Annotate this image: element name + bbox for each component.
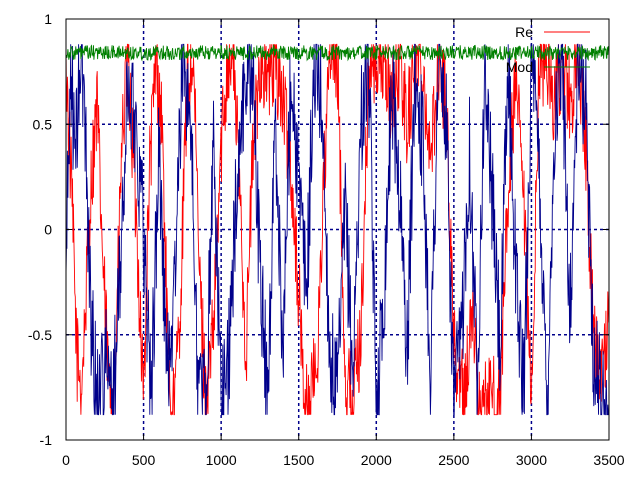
x-tick-label: 1000 <box>206 452 237 468</box>
x-tick-label: 2500 <box>438 452 469 468</box>
y-tick-label: 0 <box>44 222 52 238</box>
y-tick-label: -1 <box>40 432 53 448</box>
legend-label-mod: Mod <box>506 59 533 75</box>
legend: Re Mod <box>506 24 590 75</box>
y-tick-label: -0.5 <box>28 327 52 343</box>
x-tick-label: 1500 <box>283 452 314 468</box>
x-tick-label: 3000 <box>516 452 547 468</box>
x-tick-label: 500 <box>132 452 156 468</box>
x-tick-label: 3500 <box>593 452 624 468</box>
axis-ticks: 0 500 1000 1500 2000 2500 3000 3500 -1 -0.5 0 0.5 1 <box>28 11 625 468</box>
series-line-mod <box>65 44 610 62</box>
x-tick-label: 2000 <box>361 452 392 468</box>
x-tick-label: 0 <box>62 452 70 468</box>
y-tick-label: 1 <box>44 11 52 27</box>
series-lines <box>65 43 610 416</box>
y-tick-label: 0.5 <box>33 116 53 132</box>
series-line-re <box>65 43 610 416</box>
legend-label-re: Re <box>515 24 533 40</box>
series-line-unnamed <box>65 43 609 416</box>
